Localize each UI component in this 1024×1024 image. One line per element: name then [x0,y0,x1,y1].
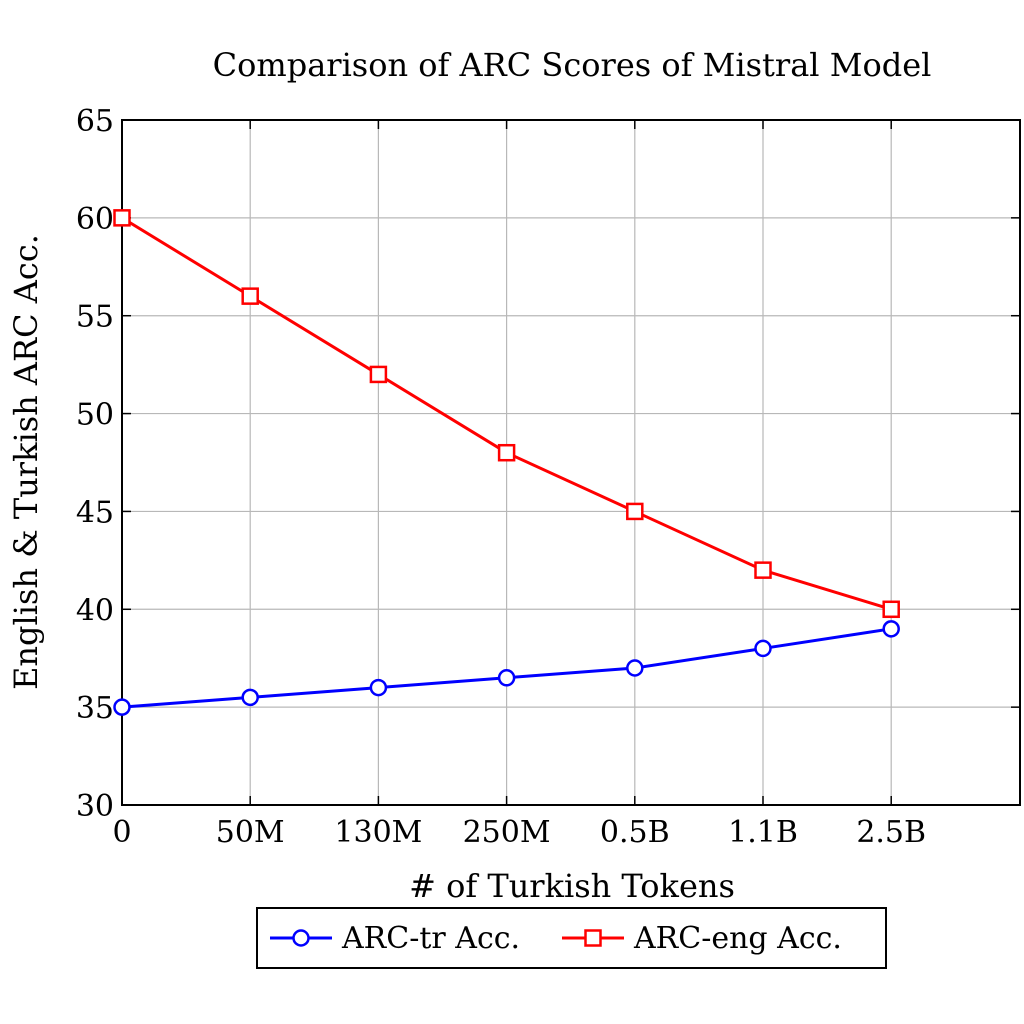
series-layer [113,209,900,716]
y-tick-label: 55 [76,300,114,335]
x-tick-label: 2.5B [856,815,926,850]
data-point [241,688,259,707]
y-tick-label: 30 [76,789,114,824]
y-tick-label: 35 [76,691,114,726]
data-point [369,678,388,697]
data-point [113,209,131,227]
legend-label: ARC-tr Acc. [341,921,520,956]
y-tick-label: 60 [76,202,114,237]
legend-marker [292,929,310,947]
x-tick-label: 130M [334,815,422,850]
data-point [241,287,259,305]
data-point [497,443,516,462]
x-tick-label: 250M [463,815,551,850]
legend-item: ARC-eng Acc. [562,921,842,956]
x-tick-label: 50M [216,815,285,850]
y-tick-label: 50 [76,398,114,433]
series-0 [113,620,900,716]
data-point [754,639,772,658]
plot-frame [121,119,1021,806]
legend-label: ARC-eng Acc. [633,921,842,956]
data-point [882,600,900,619]
series-1 [113,209,900,619]
data-point [369,365,388,384]
y-axis-label: English & Turkish ARC Acc. [7,234,45,690]
y-tick-label: 45 [76,495,114,530]
x-axis-label: # of Turkish Tokens [409,867,735,905]
legend: ARC-tr Acc. ARC-eng Acc. [256,907,887,969]
x-tick-label: 0 [112,815,131,850]
legend-marker [584,929,602,947]
data-point [626,502,644,521]
y-tick-label: 65 [76,104,114,139]
tick-labels: 0 50M 130M 250M 0.5B 1.1B 2.5B 30 35 40 45 50 55 60 65 [76,104,926,850]
chart-title: Comparison of ARC Scores of Mistral Mode… [213,46,932,84]
data-point [113,698,131,716]
data-point [497,669,516,687]
data-point [882,620,900,638]
legend-items: ARC-tr Acc. ARC-eng Acc. [270,921,842,956]
legend-item: ARC-tr Acc. [270,921,520,956]
data-point [754,561,772,579]
y-tick-label: 40 [76,593,114,628]
x-tick-label: 0.5B [600,815,670,850]
x-tick-label: 1.1B [728,815,798,850]
data-point [626,659,644,677]
